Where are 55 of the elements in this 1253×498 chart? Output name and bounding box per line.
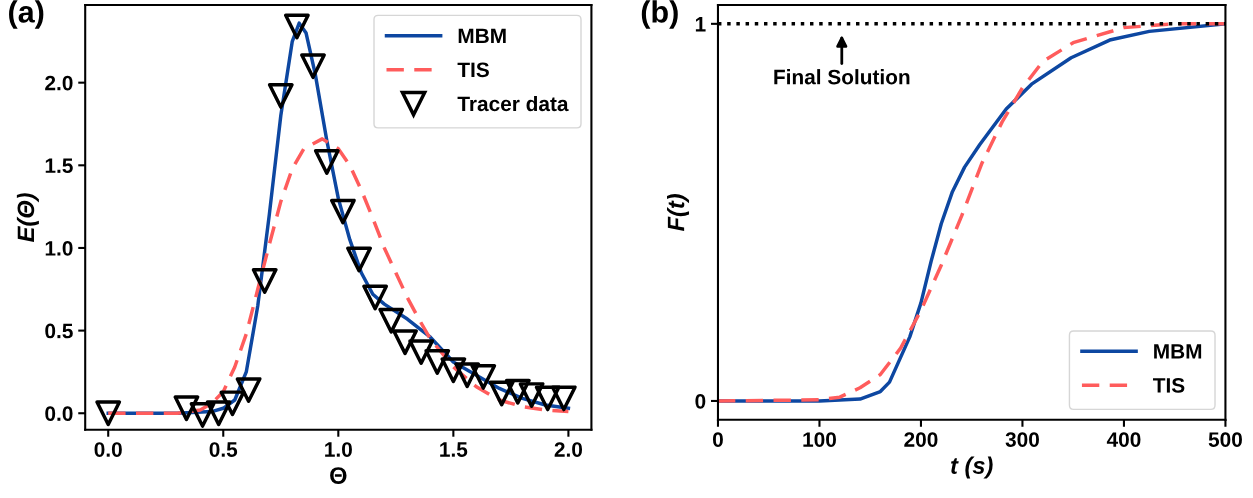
point — [534, 385, 561, 412]
legend-label: TIS — [457, 62, 489, 78]
legend-label: TIS — [1153, 378, 1185, 393]
legend-label: MBM — [1154, 344, 1202, 359]
y-tick-label: 0.0 — [45, 406, 73, 421]
text: (a) — [9, 0, 44, 29]
x-tick-label: 500 — [1208, 432, 1242, 447]
x-axis-title: Θ — [330, 467, 347, 484]
point — [550, 385, 577, 412]
y-tick-label: 1.0 — [45, 240, 73, 256]
x-tick-label: 0 — [713, 432, 723, 447]
point — [440, 357, 467, 384]
y-axis-title: E(Θ) — [16, 193, 39, 242]
point — [267, 82, 294, 109]
y-tick-label: 1.5 — [45, 158, 73, 174]
point — [205, 400, 232, 427]
y-tick-label: 0.5 — [45, 323, 73, 339]
point — [392, 329, 418, 356]
x-tick-label: 0.0 — [94, 442, 122, 457]
point — [518, 382, 545, 408]
x-tick-label: 100 — [803, 432, 836, 447]
point — [504, 378, 531, 405]
y-tick-label: 1 — [695, 17, 706, 32]
point — [488, 380, 515, 407]
x-tick-label: 1.5 — [440, 442, 468, 457]
text: (b) — [641, 0, 678, 29]
legend-label: MBM — [458, 28, 506, 43]
point — [470, 363, 497, 390]
point — [378, 307, 405, 334]
y-axis-title: F(t) — [667, 194, 690, 231]
point — [346, 246, 372, 273]
y-tick-label: 2.0 — [45, 75, 73, 91]
x-tick-label: 300 — [1005, 432, 1039, 447]
point — [235, 377, 262, 404]
point — [173, 395, 200, 422]
point — [329, 198, 356, 225]
point — [424, 349, 451, 375]
x-tick-label: 2.0 — [554, 442, 583, 457]
point — [219, 390, 246, 417]
x-tick-label: 1.0 — [325, 442, 352, 457]
x-axis-title: t (s) — [951, 456, 993, 479]
point — [454, 362, 481, 389]
point — [313, 149, 340, 175]
point — [362, 284, 389, 311]
x-tick-label: 0.5 — [209, 442, 238, 457]
point — [283, 13, 310, 40]
point — [300, 53, 326, 80]
point — [408, 339, 435, 366]
x-tick-label: 400 — [1106, 432, 1141, 447]
annotation: Final Solution — [774, 69, 910, 85]
point — [189, 401, 216, 428]
point — [251, 268, 278, 294]
x-tick-label: 200 — [904, 432, 938, 447]
point — [95, 400, 122, 427]
legend-label: Tracer data — [457, 95, 569, 112]
